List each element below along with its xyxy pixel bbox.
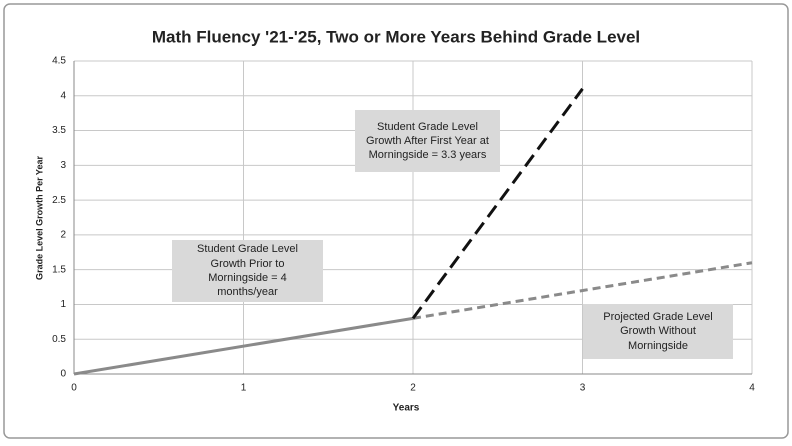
x-tick-label: 1	[241, 383, 247, 394]
x-tick-label: 0	[71, 383, 77, 394]
y-tick-label: 1	[60, 299, 66, 310]
x-tick-label: 2	[410, 383, 416, 394]
y-tick-label: 4	[60, 90, 66, 101]
chart-title: Math Fluency '21-'25, Two or More Years …	[152, 27, 640, 46]
x-axis-label: Years	[393, 403, 420, 414]
frame	[3, 3, 789, 439]
y-tick-label: 2	[60, 230, 66, 241]
y-tick-label: 3	[60, 160, 66, 171]
x-tick-label: 3	[580, 383, 586, 394]
x-tick-label: 4	[749, 383, 755, 394]
y-tick-label: 4.5	[52, 56, 66, 67]
line-series	[411, 87, 584, 320]
line-series	[73, 316, 414, 376]
y-tick-label: 0.5	[52, 334, 66, 345]
line-series	[412, 261, 753, 320]
annotation: Student Grade Level Growth Prior to Morn…	[172, 240, 323, 302]
y-tick-label: 0	[60, 369, 66, 380]
y-tick-label: 1.5	[52, 264, 66, 275]
y-tick-label: 2.5	[52, 195, 66, 206]
annotation: Projected Grade Level Growth Without Mor…	[583, 304, 733, 359]
annotation: Student Grade Level Growth After First Y…	[355, 110, 500, 172]
y-tick-label: 3.5	[52, 125, 66, 136]
y-axis-label: Grade Level Growth Per Year	[34, 156, 44, 280]
